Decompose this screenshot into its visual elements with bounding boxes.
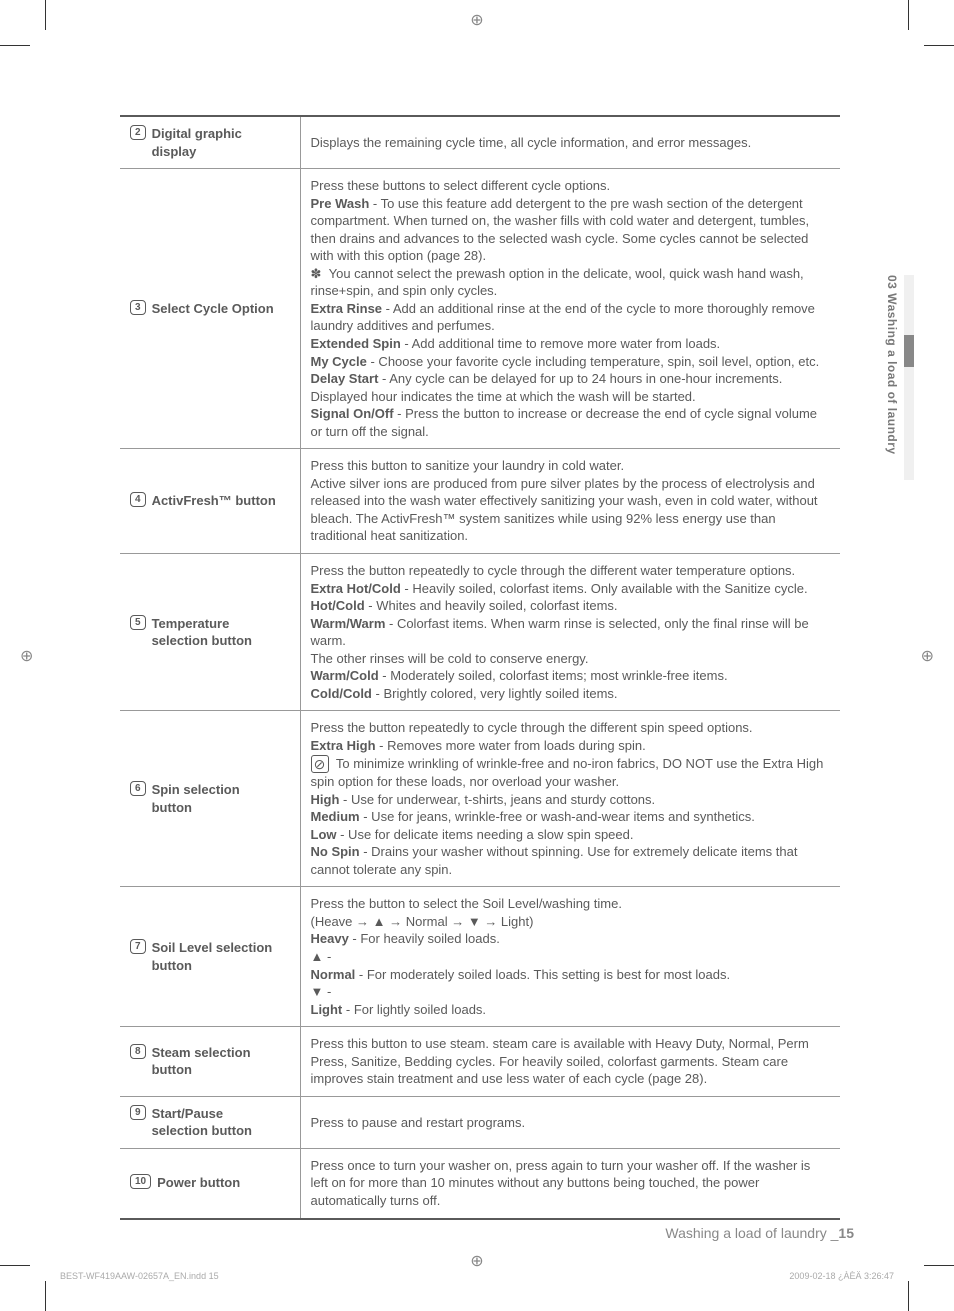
table-row: 8 Steam selection button Press this button… bbox=[120, 1027, 840, 1097]
feature-label-cell: 6 Spin selection button bbox=[120, 711, 300, 887]
reg-icon: ⊕ bbox=[470, 1251, 483, 1271]
source-filename: BEST-WF419AAW-02657A_EN.indd 15 bbox=[60, 1271, 219, 1281]
feature-label-cell: 9 Start/Pause selection button bbox=[120, 1096, 300, 1148]
feature-number-badge: 5 bbox=[130, 615, 146, 630]
reg-icon: ⊕ bbox=[20, 646, 33, 666]
section-tab: 03 Washing a load of laundry bbox=[885, 275, 899, 455]
feature-number-badge: 10 bbox=[130, 1174, 151, 1189]
no-iron-icon: ⊘ bbox=[311, 755, 329, 773]
feature-label: Digital graphic display bbox=[152, 125, 282, 160]
feature-label-cell: 3 Select Cycle Option bbox=[120, 169, 300, 449]
feature-label: Soil Level selection button bbox=[152, 939, 282, 974]
table-row: 4 ActivFresh™ button Press this button to … bbox=[120, 449, 840, 554]
feature-label-cell: 4 ActivFresh™ button bbox=[120, 449, 300, 554]
feature-description-cell: Displays the remaining cycle time, all c… bbox=[300, 116, 840, 169]
feature-label: Temperature selection button bbox=[152, 615, 282, 650]
feature-number-badge: 7 bbox=[130, 939, 146, 954]
feature-number-badge: 3 bbox=[130, 300, 146, 315]
feature-description-cell: Press this button to use steam. steam ca… bbox=[300, 1027, 840, 1097]
feature-number-badge: 2 bbox=[130, 125, 146, 140]
feature-label: Start/Pause selection button bbox=[152, 1105, 282, 1140]
feature-label: Select Cycle Option bbox=[152, 300, 282, 318]
side-tab-marker bbox=[904, 335, 914, 367]
feature-label: Power button bbox=[157, 1174, 287, 1192]
page-number: Washing a load of laundry _15 bbox=[665, 1225, 854, 1241]
feature-number-badge: 9 bbox=[130, 1105, 146, 1120]
feature-number-badge: 4 bbox=[130, 492, 146, 507]
page-content: 2 Digital graphic display Displays the rem… bbox=[120, 115, 840, 1220]
side-tab-background bbox=[904, 275, 914, 480]
table-row: 5 Temperature selection button Press the b… bbox=[120, 554, 840, 711]
table-row: 7 Soil Level selection button Press the bu… bbox=[120, 887, 840, 1027]
table-row: 9 Start/Pause selection button Press to pa… bbox=[120, 1096, 840, 1148]
feature-number-badge: 6 bbox=[130, 781, 146, 796]
feature-number-badge: 8 bbox=[130, 1044, 146, 1059]
feature-description-cell: Press to pause and restart programs. bbox=[300, 1096, 840, 1148]
feature-description-cell: Press the button repeatedly to cycle thr… bbox=[300, 711, 840, 887]
feature-label: Spin selection button bbox=[152, 781, 282, 816]
feature-description-cell: Press once to turn your washer on, press… bbox=[300, 1148, 840, 1218]
feature-label-cell: 7 Soil Level selection button bbox=[120, 887, 300, 1027]
table-row: 2 Digital graphic display Displays the rem… bbox=[120, 116, 840, 169]
table-row: 6 Spin selection button Press the button r… bbox=[120, 711, 840, 887]
feature-description-cell: Press the button repeatedly to cycle thr… bbox=[300, 554, 840, 711]
feature-label-cell: 2 Digital graphic display bbox=[120, 116, 300, 169]
control-panel-table: 2 Digital graphic display Displays the rem… bbox=[120, 115, 840, 1220]
table-row: 3 Select Cycle Option Press these buttons … bbox=[120, 169, 840, 449]
feature-description-cell: Press the button to select the Soil Leve… bbox=[300, 887, 840, 1027]
feature-label: Steam selection button bbox=[152, 1044, 282, 1079]
feature-label-cell: 8 Steam selection button bbox=[120, 1027, 300, 1097]
feature-label-cell: 10 Power button bbox=[120, 1148, 300, 1218]
print-timestamp: 2009-02-18 ¿ÀÈÄ 3:26:47 bbox=[789, 1271, 894, 1281]
feature-description-cell: Press this button to sanitize your laund… bbox=[300, 449, 840, 554]
reg-icon: ⊕ bbox=[921, 646, 934, 666]
reg-icon: ⊕ bbox=[470, 10, 483, 30]
feature-label: ActivFresh™ button bbox=[152, 492, 282, 510]
feature-label-cell: 5 Temperature selection button bbox=[120, 554, 300, 711]
table-row: 10 Power button Press once to turn your wa… bbox=[120, 1148, 840, 1218]
feature-description-cell: Press these buttons to select different … bbox=[300, 169, 840, 449]
